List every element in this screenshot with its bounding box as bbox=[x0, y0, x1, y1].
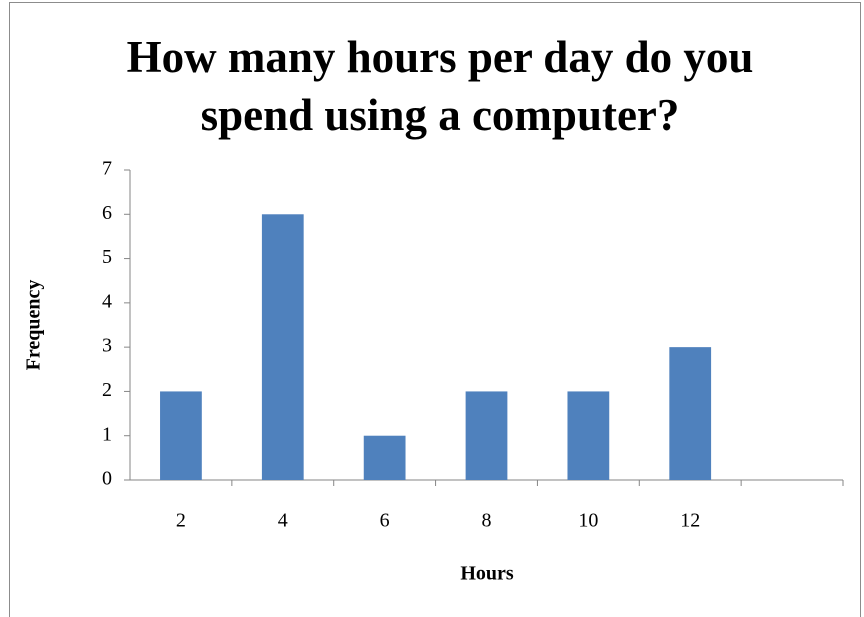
x-tick-label: 6 bbox=[380, 510, 390, 532]
bar bbox=[363, 435, 406, 480]
bar bbox=[669, 347, 712, 480]
x-tick-label: 10 bbox=[578, 510, 598, 532]
x-tick-label: 2 bbox=[176, 510, 186, 532]
y-tick-label: 2 bbox=[102, 379, 112, 401]
bar bbox=[261, 214, 304, 481]
y-axis-title: Frequency bbox=[23, 280, 45, 371]
y-tick-label: 0 bbox=[102, 468, 112, 490]
y-tick-label: 1 bbox=[102, 423, 112, 445]
bar bbox=[567, 391, 610, 480]
chart-title: How many hours per day do you spend usin… bbox=[126, 32, 754, 140]
y-tick-label: 5 bbox=[102, 246, 112, 268]
bar bbox=[465, 391, 508, 480]
y-tick-label: 3 bbox=[102, 335, 112, 357]
bar bbox=[160, 391, 202, 480]
x-axis-title: Hours bbox=[460, 563, 514, 585]
y-tick-label: 6 bbox=[102, 202, 112, 224]
chart-border bbox=[9, 2, 861, 617]
x-tick-label: 4 bbox=[278, 510, 288, 532]
x-tick-label: 8 bbox=[482, 510, 492, 532]
y-tick-label: 4 bbox=[102, 290, 112, 312]
x-tick-label: 12 bbox=[680, 510, 700, 532]
y-tick-label: 7 bbox=[102, 158, 112, 180]
